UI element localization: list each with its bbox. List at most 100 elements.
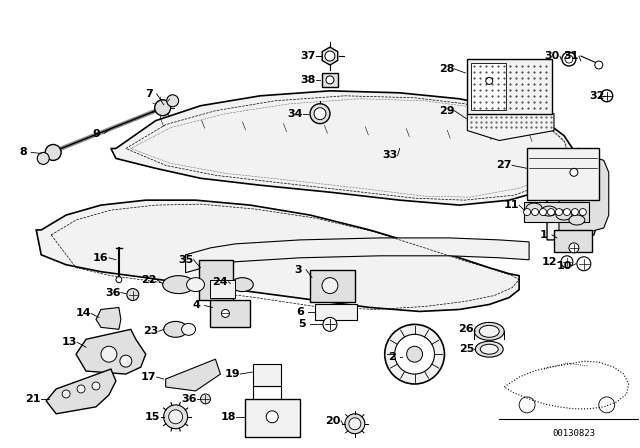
Text: 36: 36 xyxy=(181,394,196,404)
Text: 15: 15 xyxy=(145,412,161,422)
Circle shape xyxy=(120,355,132,367)
Circle shape xyxy=(385,324,444,384)
Circle shape xyxy=(221,310,229,318)
Text: 27: 27 xyxy=(497,160,512,170)
Text: 36: 36 xyxy=(105,288,121,297)
Text: 1: 1 xyxy=(540,230,548,240)
Ellipse shape xyxy=(526,203,542,213)
Text: 6: 6 xyxy=(296,307,304,318)
Circle shape xyxy=(62,390,70,398)
Bar xyxy=(467,59,552,114)
Text: 34: 34 xyxy=(287,109,303,119)
Circle shape xyxy=(570,168,578,177)
Circle shape xyxy=(116,277,122,283)
Text: 29: 29 xyxy=(438,106,454,116)
Text: 8: 8 xyxy=(19,147,27,157)
Circle shape xyxy=(562,52,576,66)
Circle shape xyxy=(166,95,179,107)
Circle shape xyxy=(164,405,188,429)
Text: 21: 21 xyxy=(26,394,41,404)
Polygon shape xyxy=(96,307,121,329)
Text: 16: 16 xyxy=(93,253,109,263)
Bar xyxy=(554,230,592,252)
Circle shape xyxy=(45,145,61,160)
Circle shape xyxy=(595,61,603,69)
Circle shape xyxy=(200,394,211,404)
Bar xyxy=(527,148,599,200)
Text: 5: 5 xyxy=(298,319,306,329)
Circle shape xyxy=(565,55,573,63)
Text: 14: 14 xyxy=(76,308,91,319)
Ellipse shape xyxy=(476,341,503,357)
Circle shape xyxy=(524,209,531,215)
Polygon shape xyxy=(36,200,519,311)
Text: 33: 33 xyxy=(382,151,397,160)
Bar xyxy=(310,270,355,302)
Circle shape xyxy=(406,346,422,362)
Text: 22: 22 xyxy=(141,275,157,284)
Circle shape xyxy=(601,90,612,102)
Circle shape xyxy=(310,104,330,124)
Circle shape xyxy=(547,209,554,215)
Polygon shape xyxy=(166,359,220,391)
Bar xyxy=(211,300,250,327)
Polygon shape xyxy=(76,329,146,374)
Ellipse shape xyxy=(556,210,572,220)
Circle shape xyxy=(579,209,586,215)
Bar xyxy=(198,260,234,300)
Bar xyxy=(253,364,281,386)
Bar xyxy=(211,280,236,297)
Text: 23: 23 xyxy=(143,326,159,336)
Circle shape xyxy=(572,209,579,215)
Text: 4: 4 xyxy=(193,301,200,310)
Circle shape xyxy=(532,209,538,215)
Circle shape xyxy=(326,76,334,84)
Bar xyxy=(524,202,589,222)
Circle shape xyxy=(314,108,326,120)
Text: 25: 25 xyxy=(459,344,474,354)
Bar xyxy=(322,73,338,87)
Text: 2: 2 xyxy=(388,352,396,362)
Circle shape xyxy=(37,152,49,164)
Circle shape xyxy=(561,256,573,268)
Ellipse shape xyxy=(187,278,205,292)
Circle shape xyxy=(349,418,361,430)
Circle shape xyxy=(325,51,335,61)
Circle shape xyxy=(155,100,171,116)
Text: 31: 31 xyxy=(563,51,579,61)
Text: 32: 32 xyxy=(589,91,605,101)
Circle shape xyxy=(486,78,493,84)
Circle shape xyxy=(127,289,139,301)
Ellipse shape xyxy=(479,325,499,337)
Ellipse shape xyxy=(474,323,504,340)
Text: 11: 11 xyxy=(504,200,519,210)
Text: 12: 12 xyxy=(541,257,557,267)
Text: 37: 37 xyxy=(300,51,316,61)
Text: 9: 9 xyxy=(92,129,100,138)
Ellipse shape xyxy=(541,206,557,216)
Circle shape xyxy=(169,410,182,424)
Ellipse shape xyxy=(182,323,196,335)
Polygon shape xyxy=(322,47,338,65)
Text: 3: 3 xyxy=(294,265,302,275)
Ellipse shape xyxy=(569,215,585,225)
Text: 13: 13 xyxy=(61,337,77,347)
Circle shape xyxy=(92,382,100,390)
Ellipse shape xyxy=(480,344,498,354)
Text: 7: 7 xyxy=(145,89,152,99)
Circle shape xyxy=(266,411,278,423)
Text: 00130823: 00130823 xyxy=(552,429,595,438)
Text: 26: 26 xyxy=(458,324,474,334)
Text: 28: 28 xyxy=(438,64,454,74)
Circle shape xyxy=(322,278,338,293)
Polygon shape xyxy=(186,238,529,273)
Text: 18: 18 xyxy=(221,412,236,422)
Text: 30: 30 xyxy=(545,51,559,61)
Polygon shape xyxy=(46,369,116,414)
Text: 38: 38 xyxy=(300,75,316,85)
Circle shape xyxy=(563,209,570,215)
Polygon shape xyxy=(467,114,554,141)
Text: 10: 10 xyxy=(556,261,572,271)
Circle shape xyxy=(101,346,117,362)
Ellipse shape xyxy=(232,278,253,292)
